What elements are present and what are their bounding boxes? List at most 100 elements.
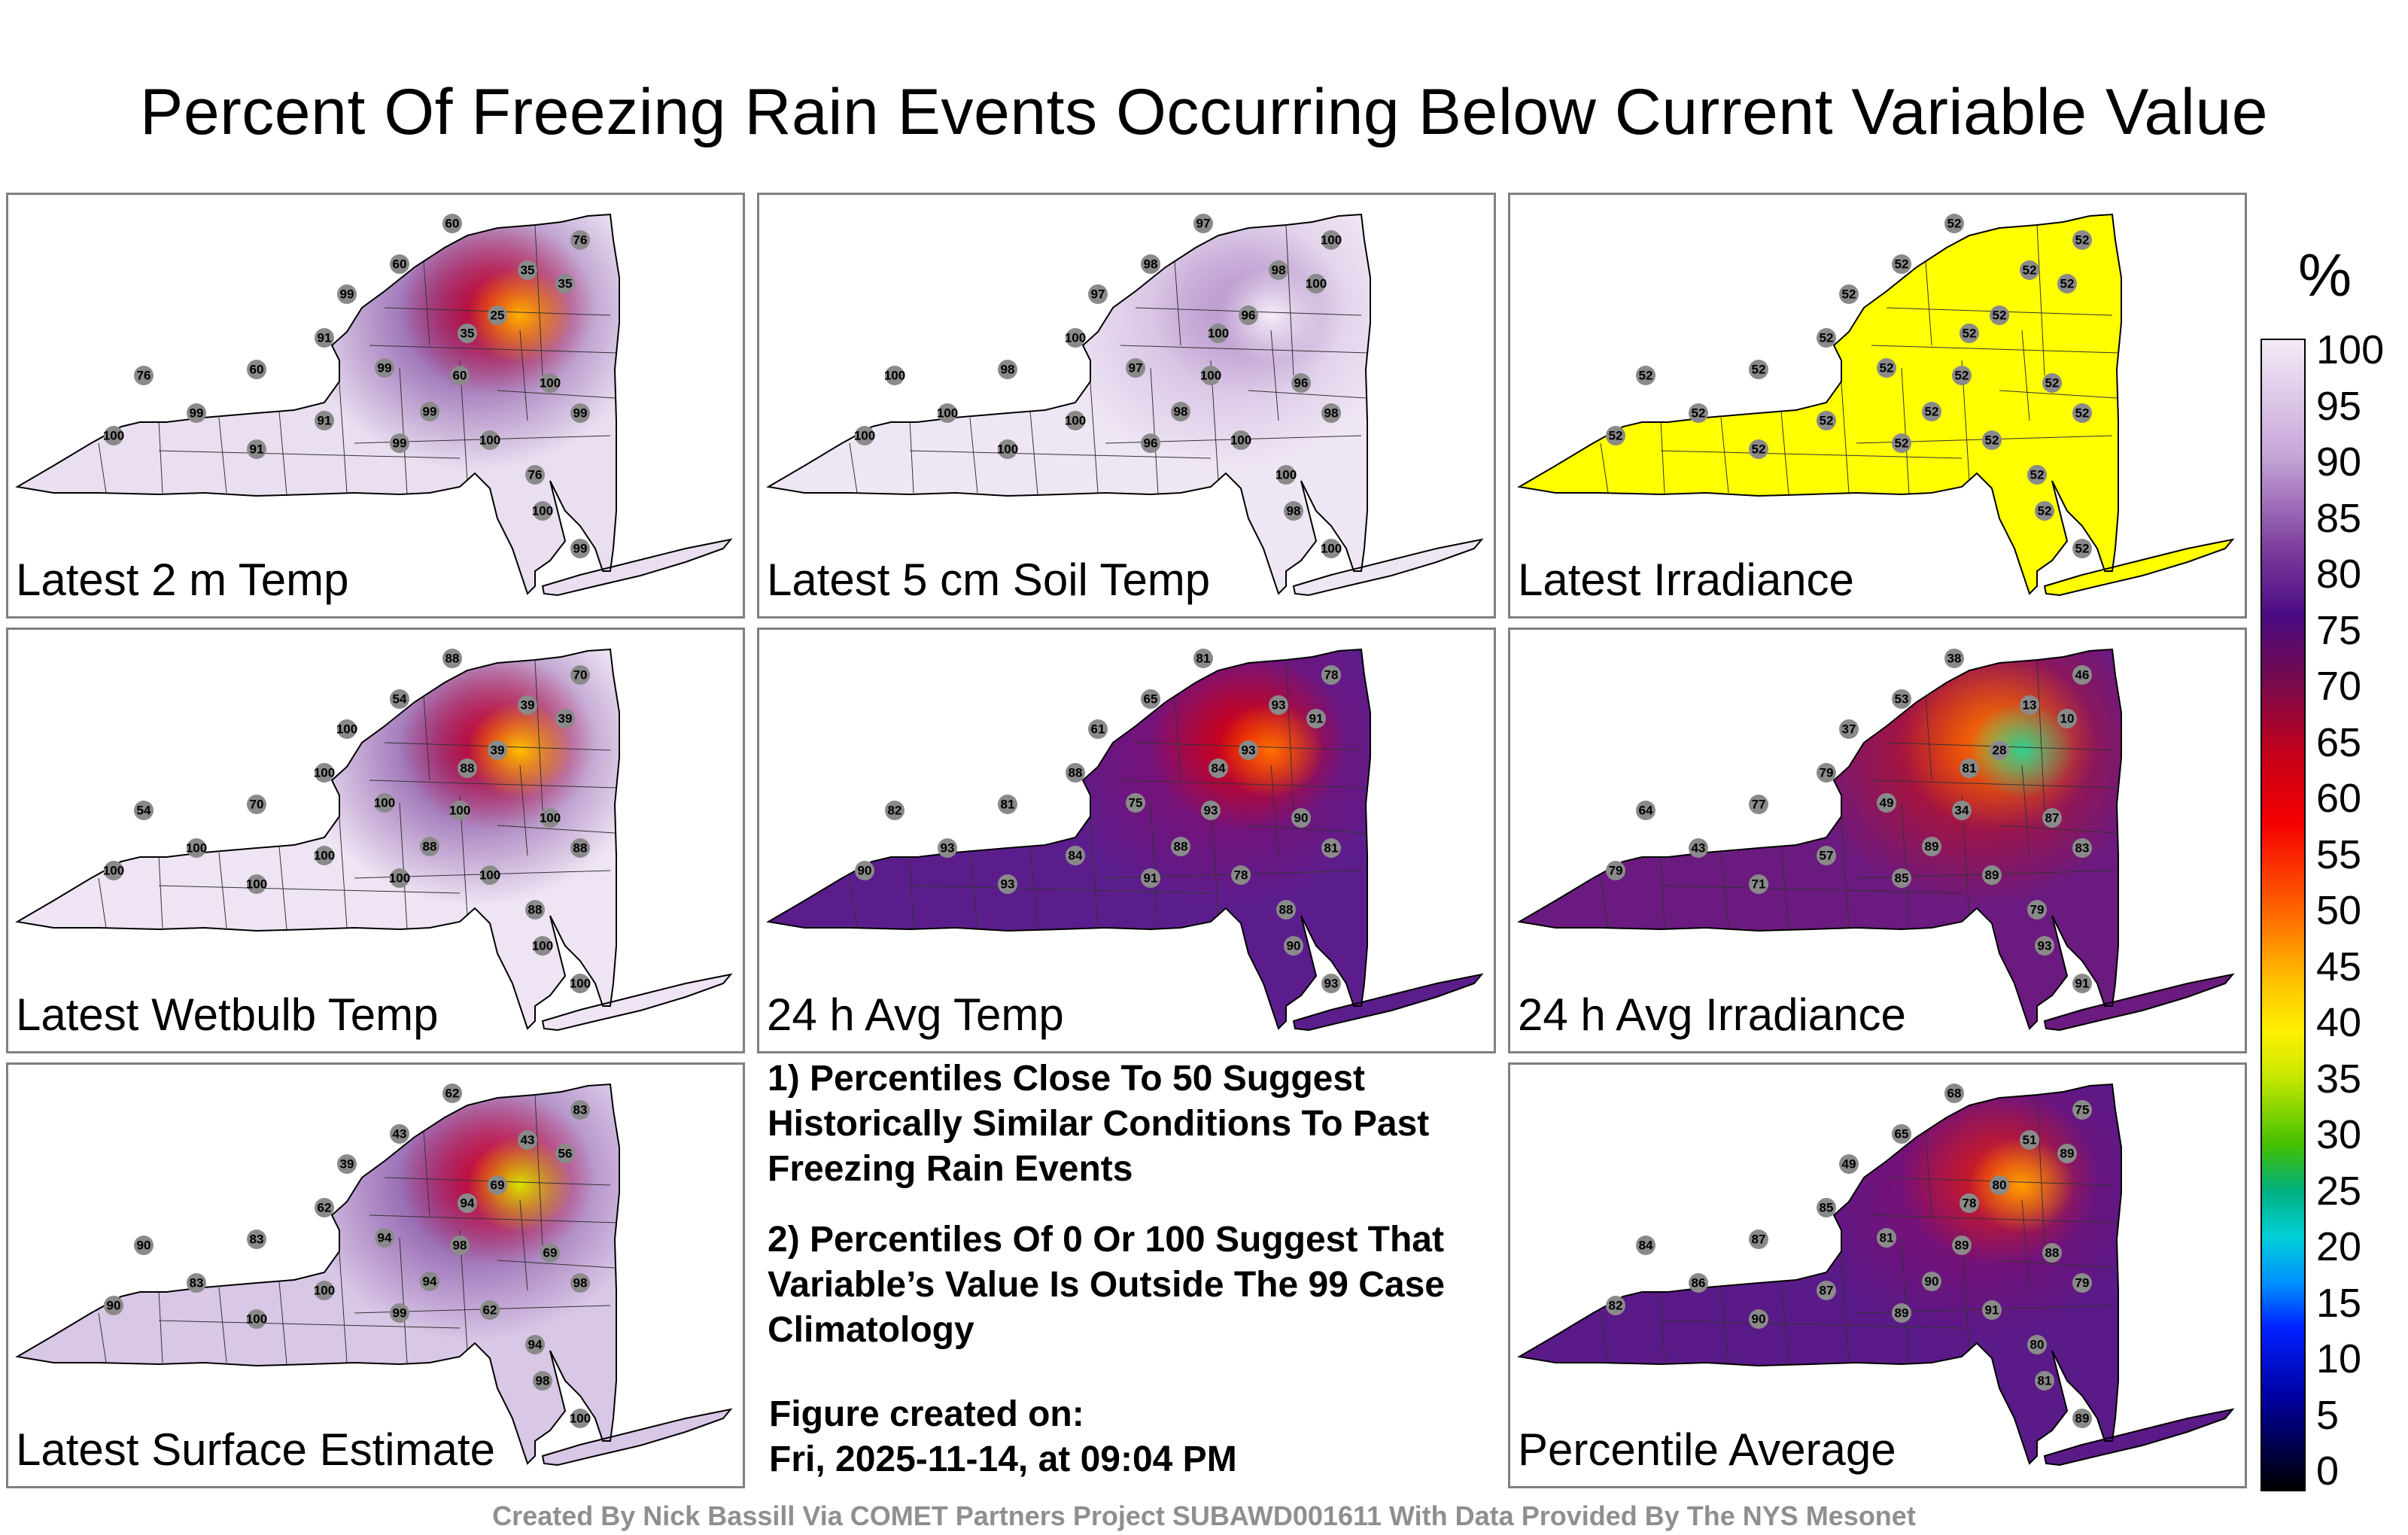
station-value: 100 [1065, 414, 1086, 428]
station-value: 99 [423, 405, 437, 419]
state-outline [1517, 213, 2122, 595]
station-marker: 60 [390, 254, 409, 274]
state-outline [766, 648, 1371, 1030]
station-value: 52 [1820, 331, 1834, 345]
station-value: 100 [314, 1284, 335, 1298]
station-marker: 89 [1952, 1236, 1972, 1255]
colorbar-tick-label: 90 [2316, 439, 2362, 485]
station-marker: 100 [246, 1309, 267, 1329]
station-value: 87 [1752, 1233, 1766, 1247]
station-value: 100 [374, 796, 395, 810]
station-marker: 52 [2020, 260, 2039, 280]
station-marker: 52 [1749, 439, 1768, 459]
station-marker: 52 [1960, 324, 1979, 343]
station-value: 35 [521, 263, 535, 278]
station-value: 76 [528, 468, 543, 482]
station-marker: 28 [1990, 740, 2009, 760]
station-value: 52 [1925, 405, 1939, 419]
station-marker: 88 [1066, 763, 1085, 783]
station-marker: 82 [885, 801, 905, 820]
station-marker: 65 [1892, 1124, 1911, 1144]
station-value: 81 [1963, 761, 1977, 776]
station-value: 38 [1947, 652, 1962, 666]
station-value: 93 [2038, 939, 2052, 953]
station-marker: 94 [420, 1272, 439, 1291]
station-value: 99 [378, 361, 392, 375]
station-marker: 98 [570, 1273, 590, 1293]
station-marker: 52 [1839, 284, 1859, 304]
colorbar-tick-label: 10 [2316, 1336, 2362, 1382]
station-marker: 98 [1321, 403, 1341, 423]
station-marker: 91 [1982, 1300, 2002, 1320]
station-marker: 78 [1960, 1193, 1979, 1213]
station-value: 60 [250, 363, 264, 377]
station-marker: 100 [103, 861, 124, 880]
station-value: 100 [1321, 233, 1342, 248]
station-value: 79 [2030, 903, 2045, 917]
station-marker: 99 [390, 1303, 409, 1323]
station-value: 43 [393, 1127, 407, 1141]
station-marker: 90 [855, 861, 874, 880]
station-marker: 84 [1066, 846, 1085, 865]
station-value: 98 [1001, 363, 1015, 377]
station-value: 52 [1993, 309, 2007, 323]
station-value: 78 [1234, 868, 1248, 883]
station-marker: 90 [104, 1296, 123, 1315]
station-marker: 82 [1606, 1296, 1625, 1315]
station-marker: 80 [2027, 1335, 2047, 1354]
station-value: 100 [479, 433, 500, 448]
station-marker: 99 [570, 539, 590, 558]
station-value: 94 [378, 1231, 392, 1245]
station-marker: 93 [1321, 974, 1341, 993]
station-marker: 62 [315, 1198, 334, 1217]
station-marker: 88 [525, 900, 545, 919]
colorbar-unit: % [2298, 242, 2352, 309]
station-marker: 62 [480, 1300, 500, 1320]
panel-label: Latest Surface Estimate [16, 1424, 495, 1475]
station-value: 81 [1324, 841, 1339, 856]
station-value: 90 [1287, 939, 1301, 953]
station-value: 52 [1955, 369, 1969, 383]
station-value: 62 [318, 1201, 332, 1215]
station-marker: 89 [2057, 1144, 2077, 1163]
station-marker: 79 [2027, 900, 2047, 919]
station-marker: 60 [247, 360, 266, 379]
station-marker: 52 [2072, 230, 2092, 250]
field-fill [17, 649, 731, 1030]
station-marker: 52 [1817, 411, 1836, 430]
station-marker: 94 [525, 1335, 545, 1354]
map-panel-1: 60 76 60 99 35 35 25 35 91 60 76 99 60 100 99 91 99 100 99… [6, 193, 745, 619]
station-value: 52 [1752, 442, 1766, 457]
station-value: 88 [1174, 840, 1188, 854]
colorbar-tick-label: 0 [2316, 1448, 2340, 1494]
station-value: 70 [250, 798, 264, 812]
station-value: 62 [483, 1303, 497, 1318]
station-value: 10 [2060, 712, 2075, 726]
station-value: 100 [103, 864, 124, 878]
station-marker: 100 [1230, 430, 1251, 450]
station-marker: 39 [555, 709, 575, 728]
station-value: 52 [2038, 504, 2052, 518]
station-value: 52 [1820, 414, 1834, 428]
station-value: 98 [1174, 405, 1188, 419]
station-marker: 71 [1749, 874, 1768, 894]
station-marker: 60 [450, 366, 470, 385]
station-value: 76 [573, 233, 588, 248]
station-value: 94 [423, 1275, 437, 1289]
station-marker: 78 [1321, 665, 1341, 685]
station-value: 91 [318, 414, 332, 428]
station-marker: 52 [2027, 465, 2047, 485]
station-marker: 98 [998, 360, 1017, 379]
station-marker: 100 [1321, 539, 1342, 558]
station-value: 100 [479, 868, 500, 883]
colorbar-tick-label: 65 [2316, 719, 2362, 765]
station-value: 52 [2075, 406, 2090, 421]
station-value: 52 [1639, 369, 1653, 383]
station-value: 100 [186, 841, 207, 856]
panel-label: Percentile Average [1518, 1424, 1896, 1475]
station-value: 98 [536, 1374, 550, 1388]
station-marker: 83 [570, 1100, 590, 1120]
station-value: 52 [2075, 542, 2090, 556]
field-fill [768, 214, 1482, 595]
station-value: 100 [314, 766, 335, 780]
